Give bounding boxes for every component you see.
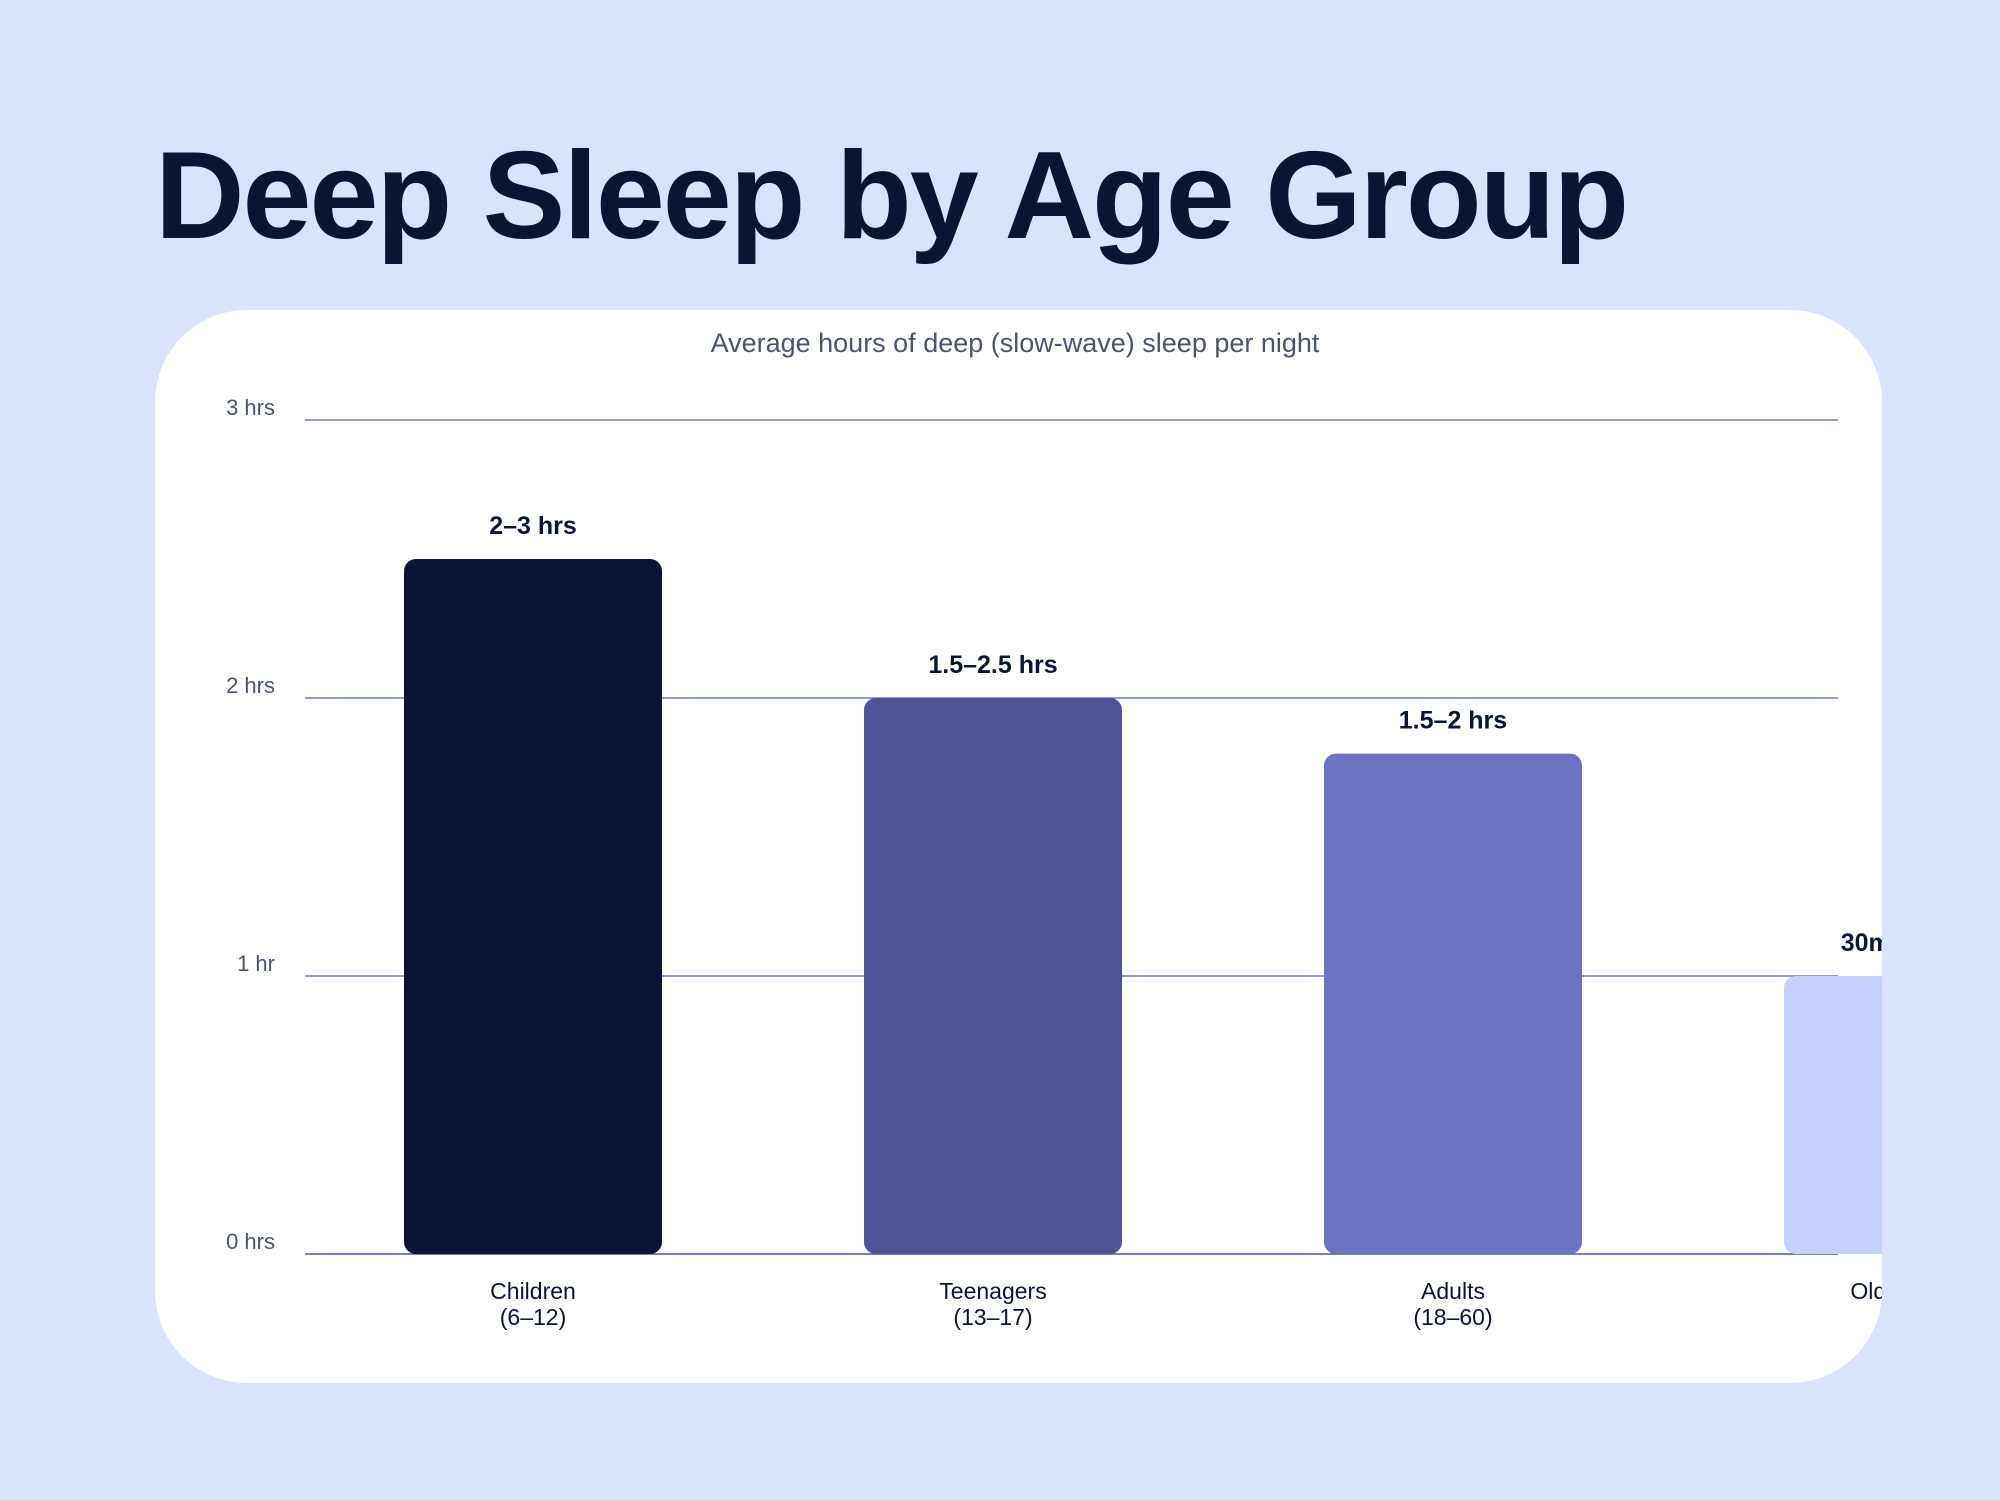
data-label: 30m–1.5 hrs — [1841, 929, 1882, 957]
x-tick-label: Children — [490, 1278, 576, 1304]
x-tick-label: (6–12) — [500, 1304, 566, 1330]
x-tick-label: Teenagers — [939, 1278, 1046, 1304]
y-tick-label: 0 hrs — [226, 1229, 275, 1254]
y-tick-label: 2 hrs — [226, 673, 275, 698]
data-label: 1.5–2 hrs — [1399, 707, 1507, 735]
x-tick-label: (13–17) — [953, 1304, 1032, 1330]
y-tick-label: 3 hrs — [226, 395, 275, 420]
bar — [1784, 976, 1882, 1254]
x-tick-label: Adults — [1421, 1278, 1485, 1304]
bars — [404, 559, 1882, 1254]
y-tick-label: 1 hr — [237, 951, 275, 976]
chart-card: Average hours of deep (slow-wave) sleep … — [155, 310, 1882, 1383]
bar — [404, 559, 662, 1254]
chart-title: Deep Sleep by Age Group — [155, 127, 1629, 265]
x-tick-label: (18–60) — [1413, 1304, 1492, 1330]
bar — [864, 698, 1122, 1254]
chart-subtitle: Average hours of deep (slow-wave) sleep … — [711, 328, 1320, 358]
bar-chart: Average hours of deep (slow-wave) sleep … — [226, 328, 1882, 1330]
data-label: 2–3 hrs — [489, 512, 577, 540]
data-label: 1.5–2.5 hrs — [928, 651, 1057, 679]
x-tick-label: Older Adults — [1850, 1278, 1882, 1304]
bar — [1324, 753, 1582, 1254]
labels: 0 hrs 1 hr 2 hrs 3 hrs 2–3 hrs Children(6–12)… — [226, 395, 1882, 1330]
